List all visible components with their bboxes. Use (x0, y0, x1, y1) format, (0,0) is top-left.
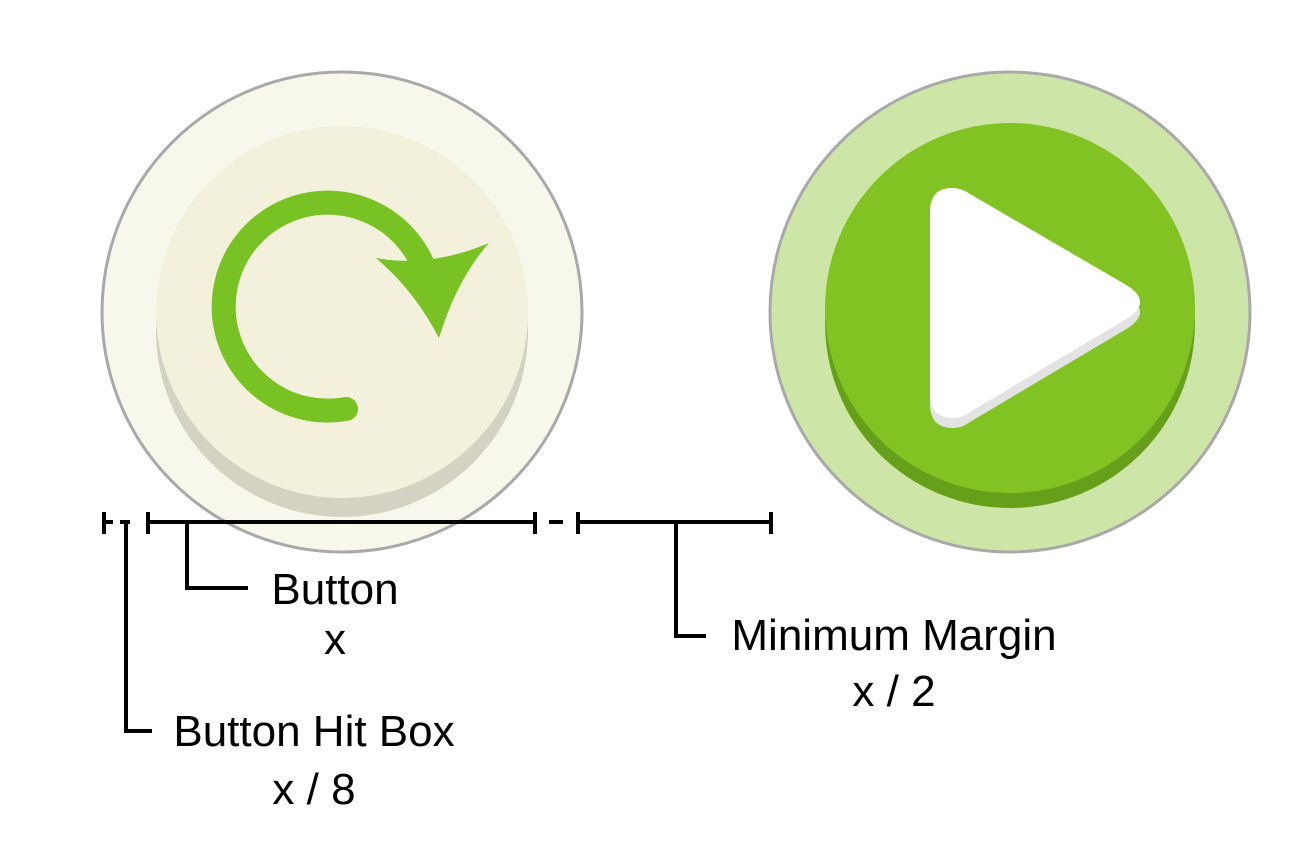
button-label: Button x (255, 566, 415, 664)
hitbox-leader (124, 522, 152, 733)
replay-button-face[interactable] (156, 126, 528, 498)
hitbox-value: x / 8 (272, 765, 356, 814)
hitbox-name: Button Hit Box (173, 707, 455, 756)
margin-leader (674, 522, 706, 638)
hitbox-label: Button Hit Box x / 8 (152, 708, 476, 814)
margin-value: x / 2 (852, 667, 936, 716)
dimension-lines (102, 512, 773, 733)
button-name: Button (271, 565, 399, 614)
play-button-group[interactable] (768, 70, 1252, 554)
play-triangle-icon (930, 188, 1140, 428)
margin-name: Minimum Margin (731, 611, 1057, 660)
replay-button-group[interactable] (100, 70, 584, 554)
circular-arrow-icon (211, 190, 489, 423)
button-value: x (324, 615, 346, 664)
margin-label: Minimum Margin x / 2 (712, 612, 1076, 716)
button-leader (185, 522, 248, 590)
